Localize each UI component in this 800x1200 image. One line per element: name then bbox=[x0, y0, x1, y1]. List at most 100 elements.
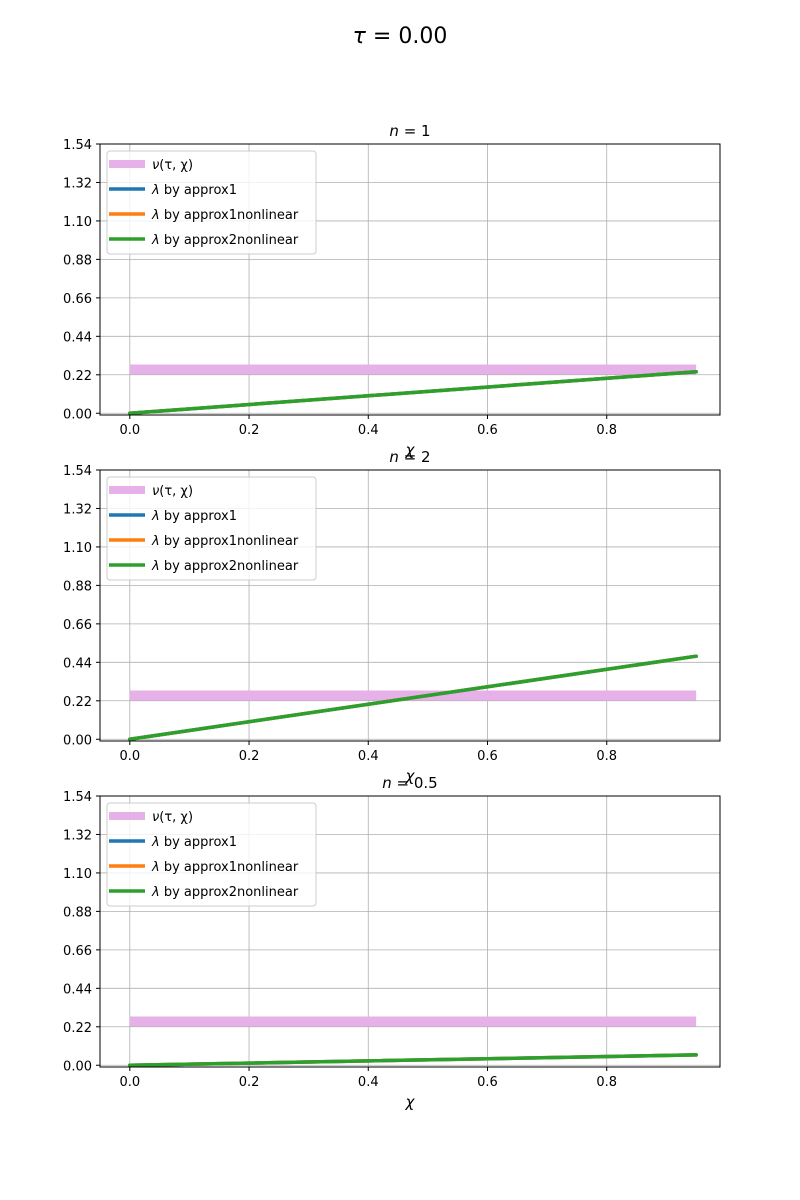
y-tick-label: 1.54 bbox=[63, 464, 92, 479]
y-tick-label: 1.10 bbox=[63, 867, 92, 882]
legend-box bbox=[106, 150, 317, 255]
y-tick-label: 1.54 bbox=[63, 790, 92, 805]
legend-label: by approx2nonlinear bbox=[160, 233, 299, 248]
x-tick-label: 0.4 bbox=[358, 749, 379, 764]
legend-box bbox=[106, 802, 317, 907]
subplot-title-symbol: n bbox=[382, 774, 392, 792]
y-tick-label: 0.44 bbox=[63, 330, 92, 345]
x-tick-label: 0.2 bbox=[239, 423, 260, 438]
x-tick-label: 0.0 bbox=[119, 749, 140, 764]
subplot-3: n = 0.5 0.0 0.2 0.4 0.6 0.8 0.00 0.22 0.44 0.66 0.… bbox=[63, 774, 721, 1111]
legend-label: by approx1 bbox=[160, 509, 237, 524]
legend-label: (τ, χ) bbox=[159, 810, 193, 825]
legend-symbol: λ bbox=[151, 208, 160, 223]
subplot-2: n = 2 0.0 0.2 0.4 0.6 0.8 0.00 0.22 0.44 0.66 0.88… bbox=[63, 448, 721, 785]
y-tick-label: 0.66 bbox=[63, 292, 92, 307]
y-tick-label: 0.44 bbox=[63, 982, 92, 997]
series-line-4 bbox=[128, 654, 698, 742]
series-lines bbox=[128, 654, 698, 742]
y-tick-label: 0.22 bbox=[63, 1021, 92, 1036]
legend-entry-2: λ by approx1 bbox=[151, 835, 237, 850]
legend-symbol: λ bbox=[151, 233, 160, 248]
x-axis-label: χ bbox=[405, 1093, 416, 1111]
axes-frame bbox=[99, 795, 721, 1068]
legend-symbol: ν bbox=[152, 484, 159, 499]
legend-symbol: λ bbox=[151, 885, 160, 900]
subplot-title-symbol: n bbox=[389, 122, 399, 140]
legend-label: by approx1nonlinear bbox=[160, 860, 299, 875]
legend-entry-2: λ by approx1 bbox=[151, 509, 237, 524]
x-tick-label: 0.8 bbox=[596, 1075, 617, 1090]
y-tick-label: 0.00 bbox=[63, 407, 92, 422]
axes-frame bbox=[99, 143, 721, 416]
y-tick-label: 0.88 bbox=[63, 905, 92, 920]
legend-label: by approx1 bbox=[160, 183, 237, 198]
legend-entry-3: λ by approx1nonlinear bbox=[151, 208, 299, 223]
x-tick-label: 0.6 bbox=[477, 749, 498, 764]
legend-label: by approx2nonlinear bbox=[160, 559, 299, 574]
y-tick-label: 1.54 bbox=[63, 138, 92, 153]
y-tick-label: 0.00 bbox=[63, 1059, 92, 1074]
x-tick-label: 0.6 bbox=[477, 423, 498, 438]
x-tick-label: 0.2 bbox=[239, 1075, 260, 1090]
x-tick-label: 0.4 bbox=[358, 1075, 379, 1090]
legend-entry-4: λ by approx2nonlinear bbox=[151, 559, 299, 574]
series-lines bbox=[128, 1016, 698, 1068]
legend-entry-3: λ by approx1nonlinear bbox=[151, 534, 299, 549]
figure-suptitle: τ = 0.00 bbox=[353, 24, 448, 49]
y-tick-label: 1.10 bbox=[63, 541, 92, 556]
suptitle-symbol: τ bbox=[353, 24, 367, 49]
y-tick-label: 1.32 bbox=[63, 828, 92, 843]
legend-entry-1: ν(τ, χ) bbox=[152, 484, 193, 499]
x-tick-label: 0.6 bbox=[477, 1075, 498, 1090]
subplot-title: n = 1 bbox=[389, 122, 430, 140]
legend-label: by approx1 bbox=[160, 835, 237, 850]
legend-label: (τ, χ) bbox=[159, 158, 193, 173]
series-lines bbox=[128, 364, 698, 416]
legend-label: by approx1nonlinear bbox=[160, 208, 299, 223]
axes-group: n = 1 0.0 0.2 0.4 0.6 0.8 0.00 0.22 0.44 0.66 0.88… bbox=[63, 122, 721, 1111]
legend-label: by approx2nonlinear bbox=[160, 885, 299, 900]
y-tick-label: 1.32 bbox=[63, 176, 92, 191]
x-tick-label: 0.8 bbox=[596, 749, 617, 764]
legend-symbol: λ bbox=[151, 509, 160, 524]
subplot-1: n = 1 0.0 0.2 0.4 0.6 0.8 0.00 0.22 0.44 0.66 0.88… bbox=[63, 122, 721, 459]
y-tick-label: 1.10 bbox=[63, 215, 92, 230]
y-tick-label: 0.00 bbox=[63, 733, 92, 748]
legend-label: by approx1nonlinear bbox=[160, 534, 299, 549]
suptitle-value: = 0.00 bbox=[366, 24, 447, 49]
y-tick-label: 0.66 bbox=[63, 618, 92, 633]
series-line-4 bbox=[128, 369, 698, 416]
x-tick-label: 0.0 bbox=[119, 1075, 140, 1090]
x-tick-label: 0.0 bbox=[119, 423, 140, 438]
y-tick-label: 0.88 bbox=[63, 253, 92, 268]
legend-symbol: λ bbox=[151, 183, 160, 198]
y-tick-label: 0.44 bbox=[63, 656, 92, 671]
y-tick-label: 0.66 bbox=[63, 944, 92, 959]
y-tick-label: 0.88 bbox=[63, 579, 92, 594]
legend-symbol: ν bbox=[152, 158, 159, 173]
legend-symbol: λ bbox=[151, 860, 160, 875]
x-tick-label: 0.2 bbox=[239, 749, 260, 764]
legend-entry-4: λ by approx2nonlinear bbox=[151, 233, 299, 248]
y-tick-label: 0.22 bbox=[63, 695, 92, 710]
x-axis-label: χ bbox=[405, 767, 416, 785]
x-tick-label: 0.4 bbox=[358, 423, 379, 438]
legend-symbol: λ bbox=[151, 534, 160, 549]
subplot-title-value: = 1 bbox=[399, 122, 431, 140]
subplot-title: n = 2 bbox=[389, 448, 430, 466]
x-tick-label: 0.8 bbox=[596, 423, 617, 438]
series-line-4 bbox=[128, 1053, 698, 1068]
legend-entry-1: ν(τ, χ) bbox=[152, 810, 193, 825]
legend-symbol: λ bbox=[151, 835, 160, 850]
legend-symbol: λ bbox=[151, 559, 160, 574]
legend-entry-1: ν(τ, χ) bbox=[152, 158, 193, 173]
legend-symbol: ν bbox=[152, 810, 159, 825]
legend-entry-4: λ by approx2nonlinear bbox=[151, 885, 299, 900]
axes-frame bbox=[99, 469, 721, 742]
subplot-title: n = 0.5 bbox=[382, 774, 437, 792]
